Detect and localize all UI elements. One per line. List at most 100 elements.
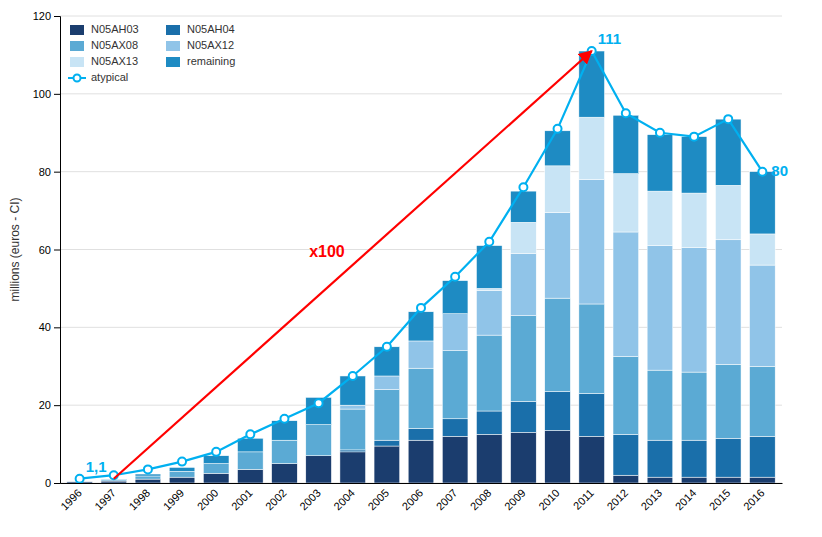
bar [750,234,776,265]
point [656,129,664,137]
bar [579,51,605,117]
bar [408,368,434,428]
x-tick: 2012 [604,483,630,512]
bar [272,440,298,463]
x-tick: 2008 [468,483,494,512]
legend-swatch [70,41,84,51]
x-tick: 2013 [638,483,664,512]
bar [408,440,434,483]
y-tick: 80 [39,166,60,178]
point [451,273,459,281]
chart: x1001,1111800204060801001201996199719981… [0,0,822,537]
bar [374,440,400,446]
bar [715,119,741,185]
x-tick-label: 2002 [263,487,289,513]
x-tick: 2005 [365,483,391,512]
bar [545,213,571,299]
bar [476,335,502,411]
x-tick: 1997 [92,483,118,512]
bar [579,117,605,179]
y-tick: 100 [33,88,60,100]
bar [238,452,264,470]
bar [340,450,366,452]
legend-label: N05AH04 [187,23,235,35]
bar [272,464,298,483]
bar [511,316,537,402]
bar [169,477,195,483]
bar [613,475,639,483]
x-tick: 2015 [707,483,733,512]
y-tick-label: 100 [33,88,51,100]
bar [511,401,537,432]
grid [60,16,782,483]
legend-swatch [74,75,81,82]
annotations: x100 1,1 111 80 [86,30,788,475]
bar [374,446,400,483]
x-tick: 1998 [126,483,152,512]
y-tick: 0 [45,477,60,489]
x-tick-label: 1999 [161,487,187,513]
x-tick-label: 2015 [707,487,733,513]
bar [545,392,571,431]
bar [545,166,571,213]
y-tick-label: 20 [39,399,51,411]
x-tick-label: 2000 [195,487,221,513]
y-axis: 020406080100120 [33,10,61,489]
bar [750,436,776,477]
bar [579,304,605,394]
bar [715,477,741,483]
bar [374,390,400,441]
bar [203,456,229,464]
point [212,448,220,456]
y-axis-line [54,17,61,484]
y-tick-mark [54,483,60,484]
bar [613,174,639,232]
point [246,430,254,438]
annotation: 1,1 [86,458,107,475]
legend-item: N05AX12 [166,39,234,51]
x-tick-label: 2006 [400,487,426,513]
bar [647,477,673,483]
bar [306,425,332,456]
point [554,125,562,133]
bar [681,477,707,483]
x-tick-label: 2013 [638,487,664,513]
bar [476,434,502,483]
y-tick-mark [54,172,60,173]
legend-label: N05AX13 [91,55,138,67]
x-tick-label: 2005 [365,487,391,513]
line-markers [76,47,767,483]
bar [511,191,537,222]
bar [169,467,195,471]
annotation: x100 [309,243,345,260]
annotation: 80 [771,162,788,179]
x-tick-label: 2010 [536,487,562,513]
bar [340,452,366,483]
bar [101,481,127,483]
point [417,304,425,312]
legend-swatch [70,25,84,35]
x-tick-label: 1998 [126,487,152,513]
bar [238,469,264,483]
x-tick-label: 2014 [673,487,699,513]
point [622,109,630,117]
x-axis: 1996199719981999200020012002200320042005… [58,483,782,512]
legend-swatch [166,41,180,51]
point [383,343,391,351]
y-axis-title: millions (euros - CI) [8,197,22,301]
legend-label: N05AX08 [91,39,138,51]
annotation: 111 [598,30,621,47]
bar [511,222,537,253]
bar [135,476,161,479]
bar [476,290,502,335]
bar [750,477,776,483]
x-tick: 2003 [297,483,323,512]
bar [579,179,605,304]
bar [750,366,776,436]
bar [408,341,434,368]
bar [647,191,673,245]
bar [135,479,161,483]
x-tick-label: 1997 [92,487,118,513]
bar [613,357,639,435]
x-tick: 2004 [331,483,357,512]
